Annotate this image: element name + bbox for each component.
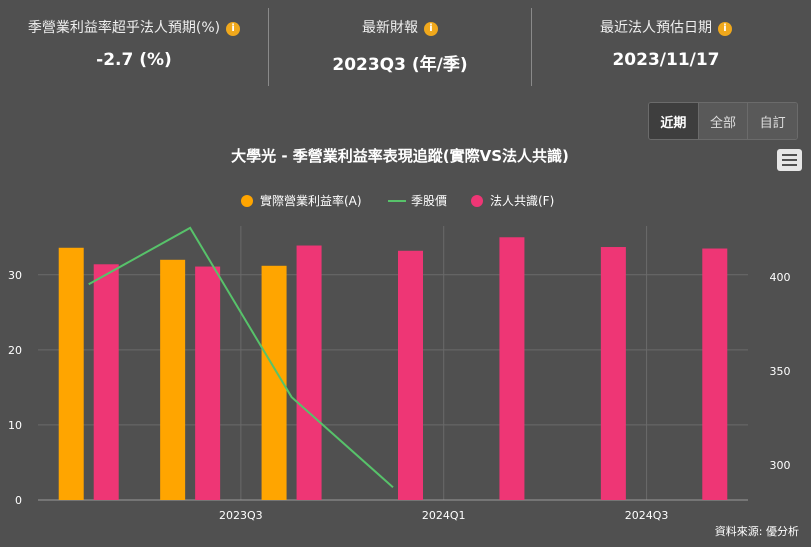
info-icon[interactable]: i	[718, 22, 732, 36]
chart-line	[88, 226, 394, 489]
legend-label: 法人共識(F)	[490, 194, 554, 208]
consensus-bar[interactable]	[195, 266, 221, 500]
stat-forecast-date: 最近法人預估日期 i 2023/11/17	[532, 0, 800, 90]
y-left-tick-label: 20	[8, 344, 22, 357]
consensus-bar[interactable]	[93, 264, 119, 500]
x-tick-label: 2024Q1	[422, 509, 466, 522]
legend-label: 實際營業利益率(A)	[260, 193, 362, 208]
actual-margin-bar[interactable]	[58, 247, 84, 500]
stat-value: 2023Q3 (年/季)	[332, 55, 468, 75]
consensus-bar[interactable]	[296, 245, 322, 500]
actual-margin-bar[interactable]	[160, 259, 186, 500]
stat-latest-report: 最新財報 i 2023Q3 (年/季)	[269, 0, 531, 90]
y-right-tick-label: 300	[770, 459, 791, 472]
info-icon[interactable]: i	[424, 22, 438, 36]
divider	[531, 8, 532, 86]
divider	[268, 8, 269, 86]
x-tick-label: 2023Q3	[219, 509, 263, 522]
chart-axes: 0 10 20 30 300 350 400 2023Q3 2024Q1 2024Q3	[8, 269, 791, 522]
consensus-bar[interactable]	[499, 237, 525, 501]
info-icon[interactable]: i	[226, 22, 241, 36]
consensus-bar[interactable]	[702, 248, 728, 500]
range-recent-button[interactable]: 近期	[649, 103, 699, 139]
legend-item[interactable]: 實際營業利益率(A)	[241, 193, 362, 208]
range-custom-button[interactable]: 自訂	[748, 103, 797, 139]
legend-marker	[471, 195, 483, 207]
legend-label: 季股價	[411, 194, 447, 208]
chart-title: 大學光 - 季營業利益率表現追蹤(實際VS法人共識)	[231, 147, 569, 165]
y-left-tick-label: 0	[15, 494, 22, 507]
range-all-button[interactable]: 全部	[698, 103, 749, 139]
consensus-bar[interactable]	[398, 250, 423, 500]
range-selector: 近期 全部 自訂	[648, 102, 798, 140]
consensus-bar[interactable]	[600, 247, 626, 500]
price-line[interactable]	[88, 226, 394, 489]
legend-item[interactable]: 季股價	[388, 194, 447, 208]
y-right-tick-label: 350	[770, 365, 791, 378]
y-left-tick-label: 30	[8, 269, 22, 282]
stat-label: 最近法人預估日期	[600, 20, 712, 36]
stat-surprise: 季營業利益率超乎法人預期(%) i -2.7 (%)	[0, 0, 268, 90]
legend-marker	[241, 195, 253, 207]
stat-label: 季營業利益率超乎法人預期(%)	[27, 20, 221, 36]
stat-value: 2023/11/17	[612, 50, 720, 70]
source-note: 資料來源: 優分析	[714, 525, 799, 538]
stat-value: -2.7 (%)	[96, 50, 172, 70]
stat-label: 最新財報	[362, 20, 418, 36]
y-left-tick-label: 10	[8, 419, 22, 432]
chart-grid	[38, 226, 748, 500]
chart-legend: 實際營業利益率(A) 季股價 法人共識(F)	[241, 193, 554, 208]
chart-bars	[58, 237, 728, 501]
stats-panel: 季營業利益率超乎法人預期(%) i -2.7 (%) 最新財報 i 2023Q3 (…	[0, 0, 811, 90]
x-tick-label: 2024Q3	[625, 509, 669, 522]
legend-item[interactable]: 法人共識(F)	[471, 194, 554, 208]
chart-menu-icon[interactable]	[777, 149, 802, 171]
y-right-tick-label: 400	[770, 271, 791, 284]
